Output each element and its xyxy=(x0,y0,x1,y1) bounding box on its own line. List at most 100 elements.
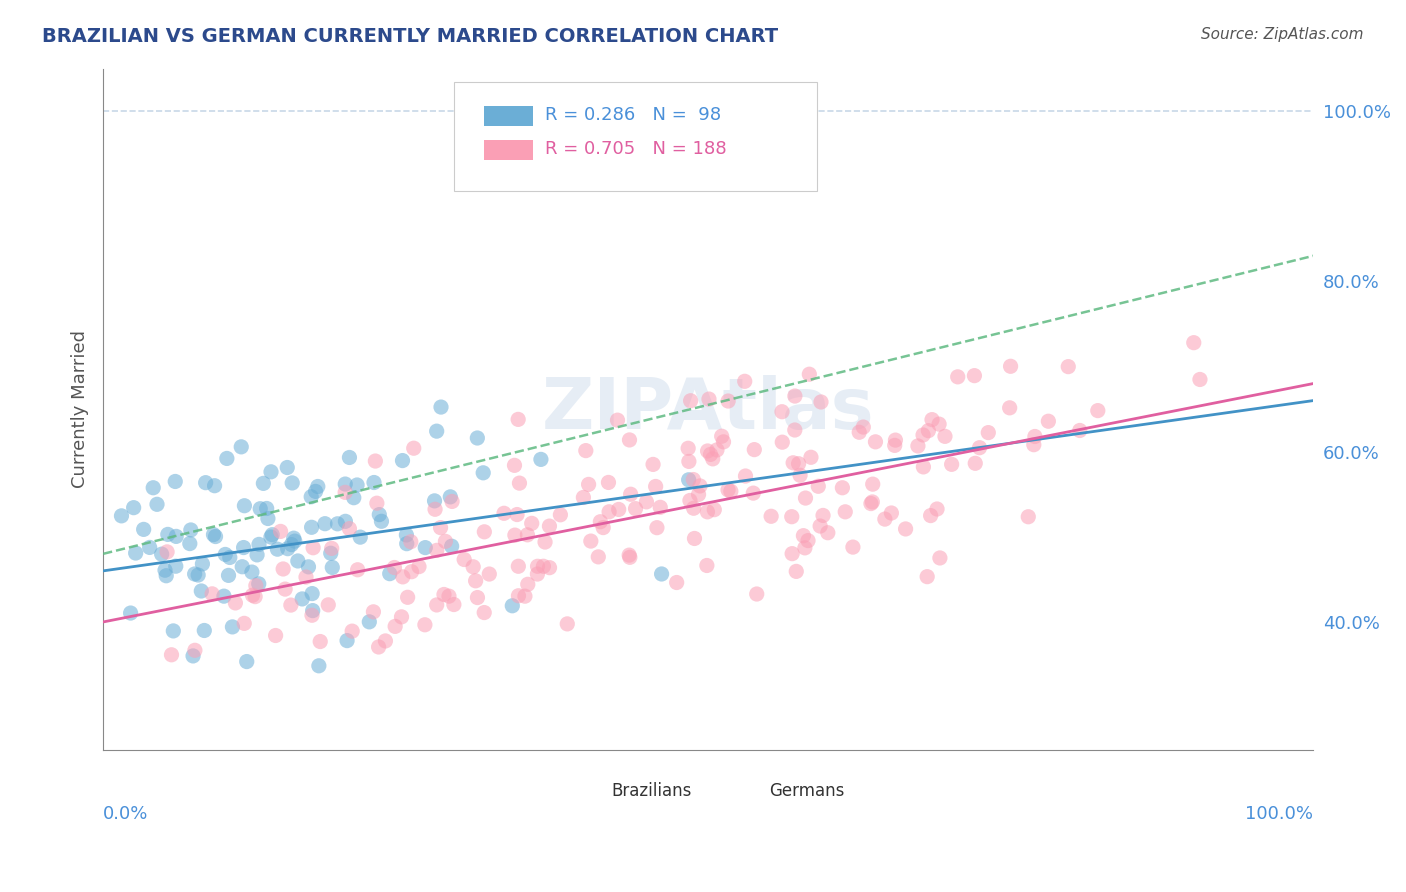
Point xyxy=(682,501,704,516)
Point xyxy=(696,444,718,458)
Point xyxy=(508,412,530,426)
Point xyxy=(276,460,298,475)
Point xyxy=(636,495,658,509)
Point xyxy=(810,395,832,409)
Point xyxy=(204,530,226,544)
Point xyxy=(860,495,883,509)
Text: Source: ZipAtlas.com: Source: ZipAtlas.com xyxy=(1201,27,1364,42)
Point xyxy=(921,412,943,426)
Point xyxy=(1182,335,1205,350)
Point xyxy=(150,547,173,561)
Point xyxy=(682,473,704,487)
Point xyxy=(235,655,257,669)
Point xyxy=(920,508,942,523)
Point xyxy=(434,534,457,549)
Point xyxy=(260,465,283,479)
Point xyxy=(395,528,418,542)
Point xyxy=(110,508,132,523)
Point xyxy=(679,493,702,508)
Point xyxy=(696,505,718,519)
Point xyxy=(787,457,810,471)
Point xyxy=(384,619,406,633)
Point xyxy=(153,563,176,577)
Point xyxy=(280,598,302,612)
Point xyxy=(120,606,142,620)
Point xyxy=(1000,359,1022,374)
Point xyxy=(703,502,725,516)
Point xyxy=(340,624,363,639)
Point xyxy=(359,615,381,629)
Point xyxy=(734,469,756,483)
Point xyxy=(977,425,1000,440)
Point xyxy=(780,547,803,561)
Point xyxy=(246,548,269,562)
Point xyxy=(165,559,187,574)
Point xyxy=(912,428,935,442)
Point xyxy=(941,458,963,472)
Point xyxy=(252,476,274,491)
Point xyxy=(645,521,668,535)
Point xyxy=(247,537,270,551)
Point xyxy=(270,524,292,539)
Point xyxy=(413,541,436,555)
Point xyxy=(572,491,595,505)
Point xyxy=(260,530,283,544)
Point xyxy=(946,369,969,384)
Point xyxy=(304,484,326,499)
Point xyxy=(1069,424,1091,438)
Point xyxy=(423,493,446,508)
Point xyxy=(742,442,765,457)
Point xyxy=(212,589,235,603)
Bar xyxy=(484,106,533,127)
Point xyxy=(231,559,253,574)
Bar xyxy=(484,140,533,161)
Point xyxy=(146,497,169,511)
Point xyxy=(550,508,572,522)
Point xyxy=(349,530,371,544)
Point xyxy=(165,529,187,543)
Point xyxy=(191,557,214,571)
Point xyxy=(262,527,284,541)
Point xyxy=(607,502,630,516)
Point xyxy=(1038,414,1060,428)
Point xyxy=(281,475,304,490)
Point xyxy=(606,413,628,427)
Point xyxy=(508,476,530,491)
Point xyxy=(155,568,177,582)
Point xyxy=(247,577,270,591)
Point xyxy=(534,535,557,549)
Point xyxy=(531,559,554,574)
Point xyxy=(651,566,673,581)
Point xyxy=(218,568,240,582)
Point xyxy=(538,560,561,574)
Point xyxy=(391,610,413,624)
Point xyxy=(339,450,361,465)
Point xyxy=(928,551,950,566)
Point xyxy=(368,508,391,522)
Point xyxy=(1022,438,1045,452)
Point xyxy=(516,577,538,591)
Point xyxy=(734,374,756,388)
Point xyxy=(233,499,256,513)
Point xyxy=(430,400,453,414)
Point xyxy=(301,520,323,534)
Point xyxy=(928,417,950,431)
Point xyxy=(346,478,368,492)
Point xyxy=(783,389,806,403)
Point xyxy=(396,591,419,605)
Point xyxy=(589,515,612,529)
Point xyxy=(284,534,307,549)
Point xyxy=(142,481,165,495)
Point xyxy=(873,512,896,526)
Point xyxy=(883,438,905,452)
Point xyxy=(301,604,323,618)
Point xyxy=(912,459,935,474)
Text: 100.0%: 100.0% xyxy=(1246,805,1313,823)
Point xyxy=(925,502,948,516)
Point xyxy=(426,543,449,558)
Point xyxy=(453,552,475,566)
Point xyxy=(343,491,366,505)
Point xyxy=(520,516,543,531)
Point xyxy=(797,533,820,548)
Point xyxy=(426,424,449,438)
